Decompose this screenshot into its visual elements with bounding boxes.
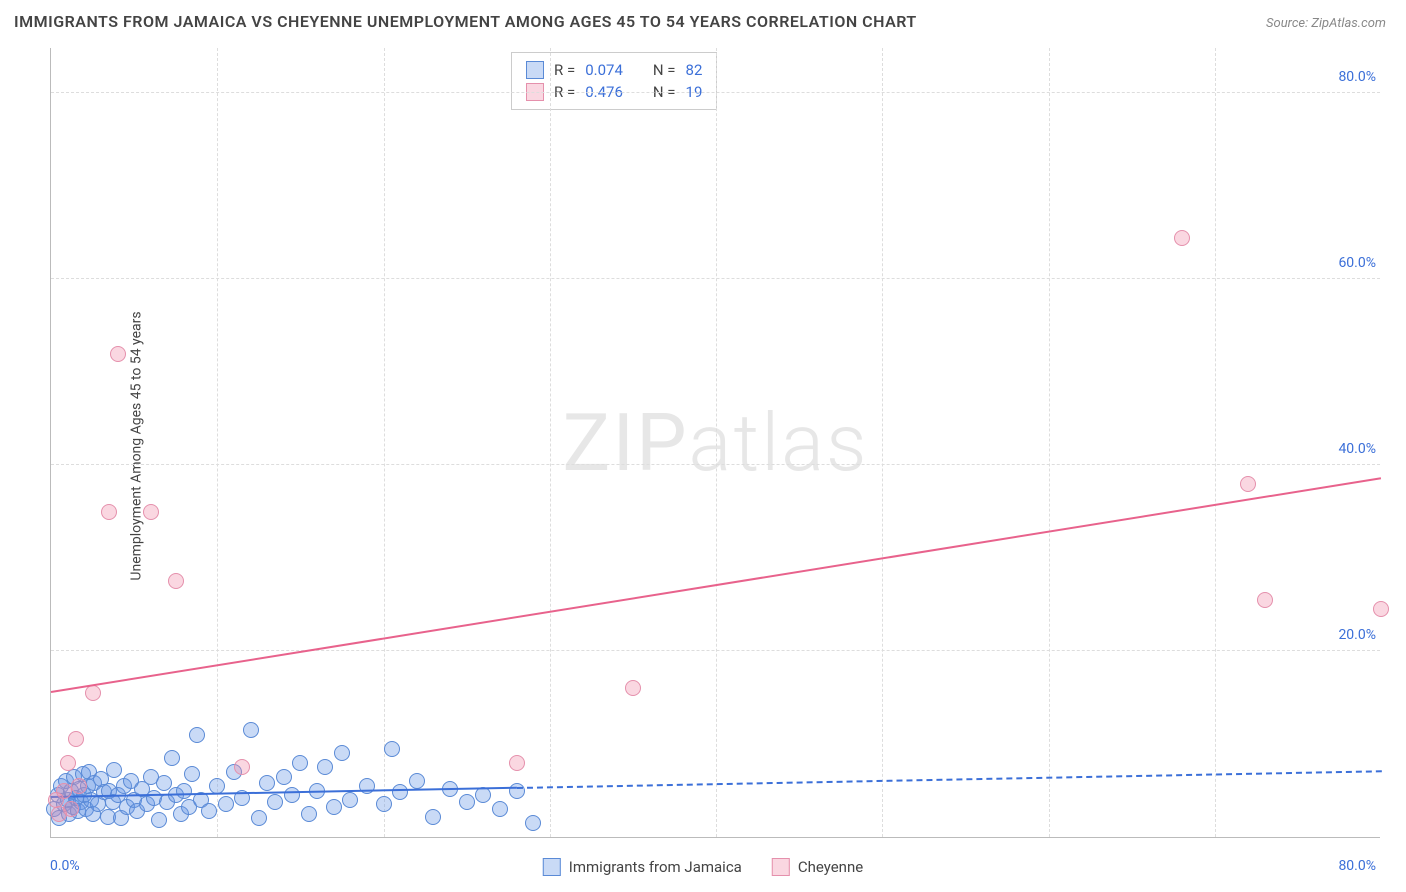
- data-point: [164, 750, 180, 766]
- data-point: [1257, 592, 1273, 608]
- data-point: [234, 759, 250, 775]
- data-point: [392, 784, 408, 800]
- data-point: [68, 731, 84, 747]
- data-point: [459, 794, 475, 810]
- correlation-legend: R =0.074N =82R =0.476N =19: [511, 52, 717, 110]
- gridline-vertical: [716, 48, 717, 837]
- data-point: [63, 801, 79, 817]
- data-point: [209, 778, 225, 794]
- data-point: [284, 787, 300, 803]
- legend-swatch: [543, 858, 561, 876]
- data-point: [71, 778, 87, 794]
- data-point: [301, 806, 317, 822]
- data-point: [326, 799, 342, 815]
- scatter-plot-area: ZIPatlas R =0.074N =82R =0.476N =19 20.0…: [50, 48, 1380, 838]
- y-axis-tick-label: 60.0%: [1338, 255, 1376, 271]
- data-point: [492, 801, 508, 817]
- gridline-vertical: [384, 48, 385, 837]
- data-point: [106, 762, 122, 778]
- gridline-vertical: [882, 48, 883, 837]
- series-legend-item: Immigrants from Jamaica: [543, 858, 742, 876]
- data-point: [259, 775, 275, 791]
- data-point: [218, 796, 234, 812]
- legend-swatch: [526, 61, 544, 79]
- data-point: [276, 769, 292, 785]
- data-point: [292, 755, 308, 771]
- data-point: [101, 504, 117, 520]
- data-point: [625, 680, 641, 696]
- gridline-vertical: [217, 48, 218, 837]
- chart-title: IMMIGRANTS FROM JAMAICA VS CHEYENNE UNEM…: [14, 12, 917, 31]
- data-point: [317, 759, 333, 775]
- data-point: [110, 346, 126, 362]
- series-label: Immigrants from Jamaica: [569, 858, 742, 876]
- data-point: [176, 783, 192, 799]
- x-axis-min-label: 0.0%: [50, 858, 80, 874]
- data-point: [376, 796, 392, 812]
- x-axis-max-label: 80.0%: [1338, 858, 1376, 874]
- data-point: [342, 792, 358, 808]
- R-label: R =: [554, 59, 575, 81]
- series-legend-item: Cheyenne: [772, 858, 863, 876]
- R-value: 0.074: [585, 59, 623, 81]
- N-label: N =: [653, 59, 676, 81]
- gridline-vertical: [550, 48, 551, 837]
- data-point: [384, 741, 400, 757]
- gridline-vertical: [1215, 48, 1216, 837]
- data-point: [251, 810, 267, 826]
- data-point: [425, 809, 441, 825]
- data-point: [151, 812, 167, 828]
- data-point: [143, 504, 159, 520]
- gridline-vertical: [1049, 48, 1050, 837]
- data-point: [243, 722, 259, 738]
- data-point: [267, 794, 283, 810]
- data-point: [184, 766, 200, 782]
- y-axis-tick-label: 80.0%: [1338, 69, 1376, 85]
- data-point: [1373, 601, 1389, 617]
- source-attribution: Source: ZipAtlas.com: [1266, 16, 1386, 31]
- data-point: [168, 573, 184, 589]
- y-axis-tick-label: 40.0%: [1338, 441, 1376, 457]
- y-axis-tick-label: 20.0%: [1338, 627, 1376, 643]
- N-value: 82: [686, 59, 703, 81]
- series-label: Cheyenne: [798, 858, 863, 876]
- data-point: [201, 803, 217, 819]
- data-point: [509, 783, 525, 799]
- data-point: [509, 755, 525, 771]
- trend-line: [516, 770, 1381, 789]
- correlation-legend-row: R = 0.074 N = 82: [526, 59, 702, 81]
- series-legend: Immigrants from Jamaica Cheyenne: [543, 858, 863, 876]
- data-point: [334, 745, 350, 761]
- data-point: [409, 773, 425, 789]
- data-point: [60, 755, 76, 771]
- data-point: [189, 727, 205, 743]
- data-point: [56, 783, 72, 799]
- data-point: [525, 815, 541, 831]
- legend-swatch: [772, 858, 790, 876]
- data-point: [475, 787, 491, 803]
- data-point: [1174, 230, 1190, 246]
- data-point: [1240, 476, 1256, 492]
- data-point: [85, 685, 101, 701]
